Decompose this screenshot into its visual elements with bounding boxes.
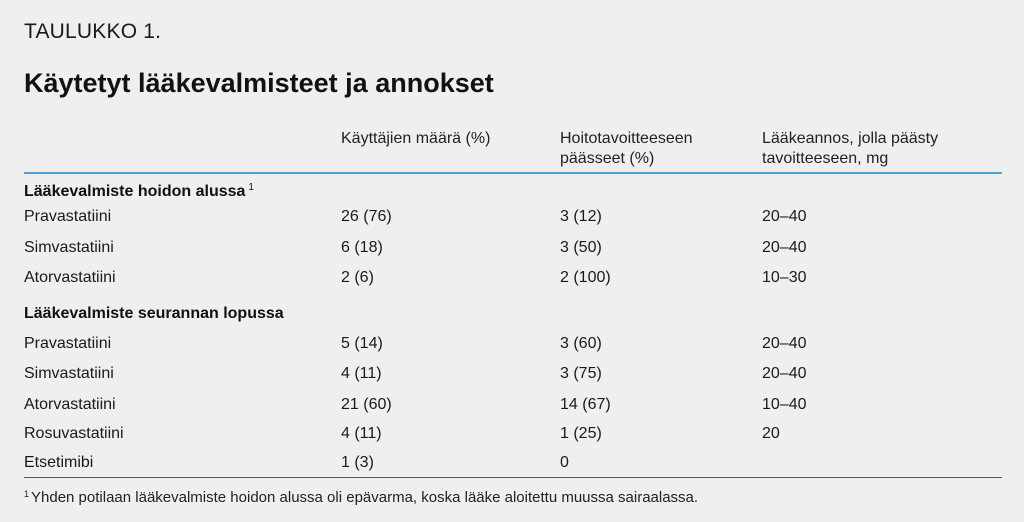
- cell-drug: Rosuvastatiini: [24, 425, 124, 442]
- table-row: Pravastatiini 5 (14) 3 (60) 20–40: [0, 332, 1024, 356]
- table-row: Simvastatiini 6 (18) 3 (50) 20–40: [0, 236, 1024, 260]
- cell-goal: 2 (100): [560, 269, 611, 286]
- cell-goal: 3 (60): [560, 335, 602, 352]
- footnote-marker: 1: [248, 182, 254, 193]
- cell-goal: 1 (25): [560, 425, 602, 442]
- table-row: Pravastatiini 26 (76) 3 (12) 20–40: [0, 205, 1024, 229]
- table-row: Atorvastatiini 2 (6) 2 (100) 10–30: [0, 266, 1024, 290]
- header-treatment-goal-reached: Hoitotavoitteeseen päässeet (%): [560, 130, 693, 167]
- cell-users: 1 (3): [341, 454, 374, 471]
- cell-dose: 20–40: [762, 239, 807, 256]
- cell-users: 2 (6): [341, 269, 374, 286]
- table-bottom-rule: [24, 477, 1002, 478]
- cell-dose: 10–30: [762, 269, 807, 286]
- footnote: 1 Yhden potilaan lääkevalmiste hoidon alu…: [24, 484, 698, 508]
- cell-drug: Pravastatiini: [24, 208, 112, 225]
- section-heading-text: Lääkevalmiste seurannan lopussa: [24, 305, 284, 322]
- cell-users: 4 (11): [341, 425, 382, 442]
- table-label: TAULUKKO 1.: [24, 20, 162, 43]
- table-title: Käytetyt lääkevalmisteet ja annokset: [24, 68, 494, 98]
- section-heading-start: Lääkevalmiste hoidon alussa 1: [24, 176, 254, 204]
- cell-goal: 3 (12): [560, 208, 602, 225]
- cell-goal: 0: [560, 454, 569, 471]
- footnote-marker: 1: [24, 489, 30, 499]
- header-divider: [24, 172, 1002, 174]
- table-row: Etsetimibi 1 (3) 0: [0, 451, 1024, 475]
- cell-dose: 20–40: [762, 335, 807, 352]
- cell-dose: 10–40: [762, 396, 807, 413]
- cell-users: 21 (60): [341, 396, 392, 413]
- cell-drug: Pravastatiini: [24, 335, 112, 352]
- section-heading-text: Lääkevalmiste hoidon alussa: [24, 183, 246, 200]
- cell-goal: 14 (67): [560, 396, 611, 413]
- cell-drug: Simvastatiini: [24, 239, 114, 256]
- section-heading-end: Lääkevalmiste seurannan lopussa: [24, 302, 284, 326]
- cell-users: 4 (11): [341, 365, 382, 382]
- table-row: Simvastatiini 4 (11) 3 (75) 20–40: [0, 362, 1024, 386]
- cell-dose: 20–40: [762, 365, 807, 382]
- table-row: Rosuvastatiini 4 (11) 1 (25) 20: [0, 422, 1024, 446]
- cell-goal: 3 (75): [560, 365, 602, 382]
- header-dose: Lääkeannos, jolla päästy tavoitteeseen, …: [762, 130, 939, 167]
- cell-drug: Atorvastatiini: [24, 269, 116, 286]
- cell-users: 26 (76): [341, 208, 392, 225]
- cell-drug: Atorvastatiini: [24, 396, 116, 413]
- cell-users: 5 (14): [341, 335, 383, 352]
- table-row: Atorvastatiini 21 (60) 14 (67) 10–40: [0, 393, 1024, 417]
- cell-drug: Etsetimibi: [24, 454, 94, 471]
- footnote-text: Yhden potilaan lääkevalmiste hoidon alus…: [31, 489, 699, 506]
- cell-drug: Simvastatiini: [24, 365, 114, 382]
- header-users-count: Käyttäjien määrä (%): [341, 130, 491, 147]
- column-headers: Käyttäjien määrä (%) Hoitotavoitteeseen …: [0, 129, 1024, 173]
- cell-dose: 20: [762, 425, 780, 442]
- cell-goal: 3 (50): [560, 239, 602, 256]
- cell-users: 6 (18): [341, 239, 383, 256]
- cell-dose: 20–40: [762, 208, 807, 225]
